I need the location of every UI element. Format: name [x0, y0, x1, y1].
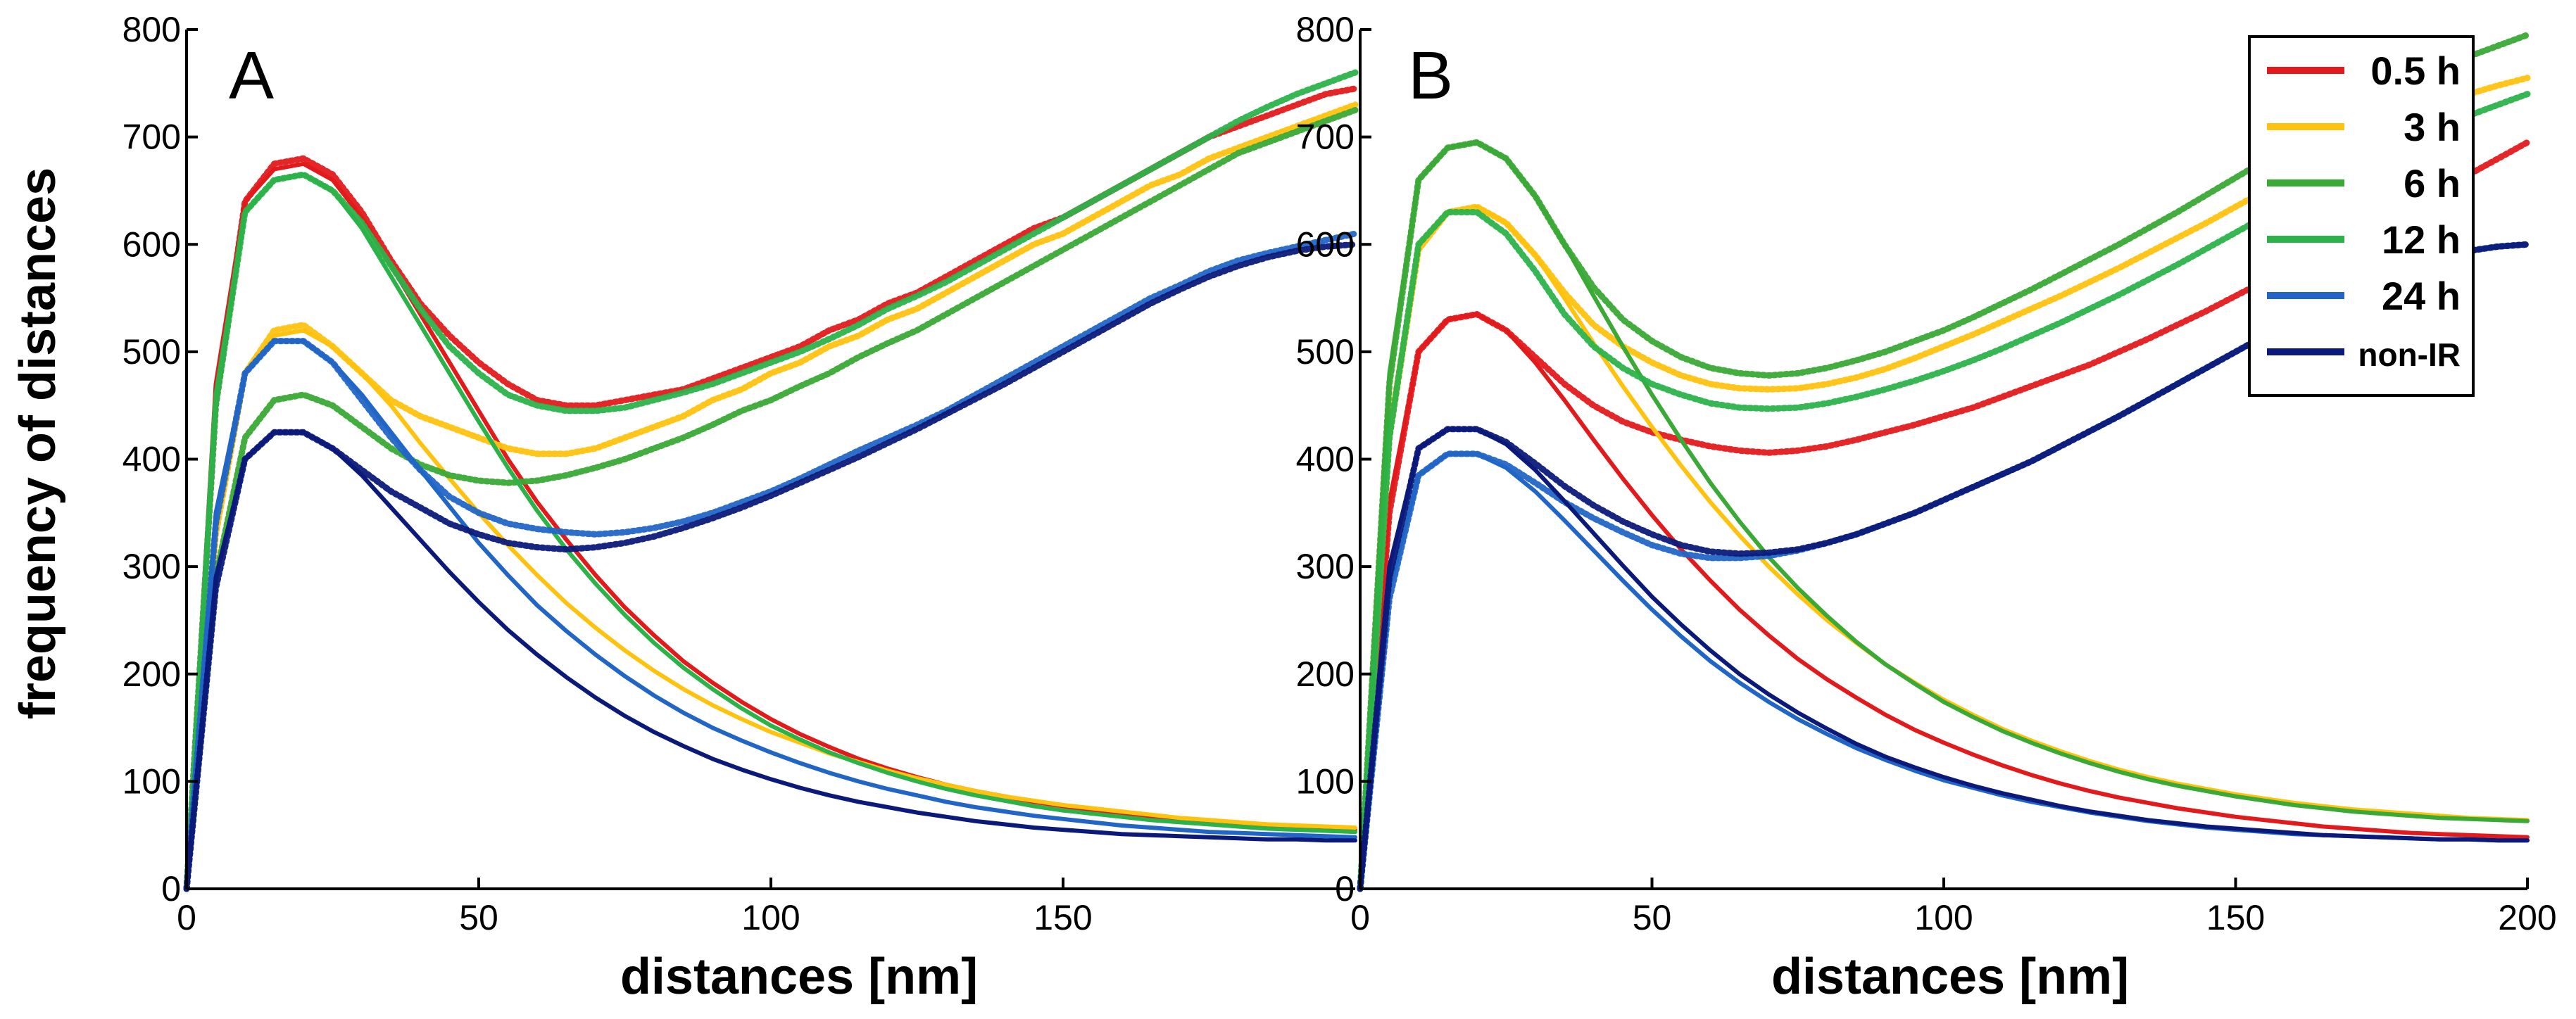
x-tick-label-150: 150	[2206, 898, 2265, 937]
panel-b-x-ticks: 0 50 100 150 200	[1350, 878, 2557, 937]
legend-label-6-h: 6 h	[2404, 161, 2461, 205]
series-non-ir-measured	[183, 241, 1359, 892]
panel-b-x-axis-label: distances [nm]	[1771, 949, 2129, 1005]
series-12-h-fit	[184, 172, 1357, 891]
x-tick-label-50: 50	[459, 898, 498, 937]
x-tick-label-150: 150	[1033, 898, 1092, 937]
y-tick-label-700: 700	[122, 118, 181, 157]
legend-label-24-h: 24 h	[2382, 274, 2461, 318]
x-tick-label-100: 100	[1914, 898, 1973, 937]
panel-b: 0 100 200 300 400 500 600 700 800 0 50 100 150 200 B…	[1296, 10, 2557, 1005]
legend-label-12-h: 12 h	[2382, 217, 2461, 262]
series-3-h-measured	[183, 101, 1359, 892]
series-3-h-fit	[184, 328, 1357, 891]
panel-a-x-axis-label: distances [nm]	[620, 949, 978, 1005]
series-non-ir-fit	[1358, 426, 2530, 891]
y-tick-label-600: 600	[1296, 224, 1355, 264]
series-24-h-measured	[183, 230, 1359, 892]
panel-b-letter: B	[1408, 38, 1453, 113]
x-tick-label-200: 200	[2498, 898, 2556, 937]
y-axis-label: frequency of distances	[10, 167, 66, 719]
y-tick-label-200: 200	[122, 654, 181, 694]
legend: 0.5 h 3 h 6 h 12 h 24 h non-IR	[2248, 35, 2475, 397]
y-tick-label-400: 400	[122, 440, 181, 479]
x-tick-label-0: 0	[1350, 898, 1370, 937]
y-tick-label-500: 500	[122, 332, 181, 372]
panel-a-y-ticks: 0 100 200 300 400 500 600 700 800	[122, 10, 198, 909]
legend-label-non-ir: non-IR	[2358, 336, 2461, 373]
x-tick-label-50: 50	[1633, 898, 1672, 937]
series-0-5-h-fit	[1358, 312, 2530, 891]
y-tick-label-100: 100	[122, 761, 181, 801]
y-tick-label-300: 300	[1296, 547, 1355, 586]
series-non-ir-fit	[184, 430, 1357, 891]
y-tick-label-500: 500	[1296, 332, 1355, 372]
legend-label-3-h: 3 h	[2404, 105, 2461, 149]
series-24-h-fit	[184, 338, 1357, 891]
y-tick-label-200: 200	[1296, 654, 1355, 694]
y-tick-label-800: 800	[122, 10, 181, 49]
y-tick-label-400: 400	[1296, 440, 1355, 479]
legend-box	[2248, 35, 2475, 397]
panel-a-x-ticks: 0 50 100 150	[177, 878, 1093, 937]
y-tick-label-0: 0	[1335, 869, 1355, 909]
y-tick-label-300: 300	[122, 547, 181, 586]
y-tick-label-600: 600	[122, 224, 181, 264]
y-tick-label-800: 800	[1296, 10, 1355, 49]
x-tick-label-0: 0	[177, 898, 196, 937]
series-12-h-measured	[183, 69, 1359, 892]
y-tick-label-0: 0	[161, 869, 181, 909]
panel-a-series	[183, 69, 1359, 892]
x-tick-label-100: 100	[741, 898, 800, 937]
legend-items: 0.5 h 3 h 6 h 12 h 24 h non-IR	[2267, 49, 2461, 373]
legend-label-0-5-h: 0.5 h	[2370, 49, 2461, 93]
y-tick-label-100: 100	[1296, 761, 1355, 801]
series-6-h-fit	[1358, 140, 2530, 891]
series-6-h-measured	[183, 107, 1359, 892]
panel-a: 0 100 200 300 400 500 600 700 800 0 50 100 150 A di…	[122, 10, 1359, 1005]
panel-a-letter: A	[229, 38, 274, 113]
y-tick-label-700: 700	[1296, 118, 1355, 157]
panel-b-y-ticks: 0 100 200 300 400 500 600 700 800	[1296, 10, 1371, 909]
